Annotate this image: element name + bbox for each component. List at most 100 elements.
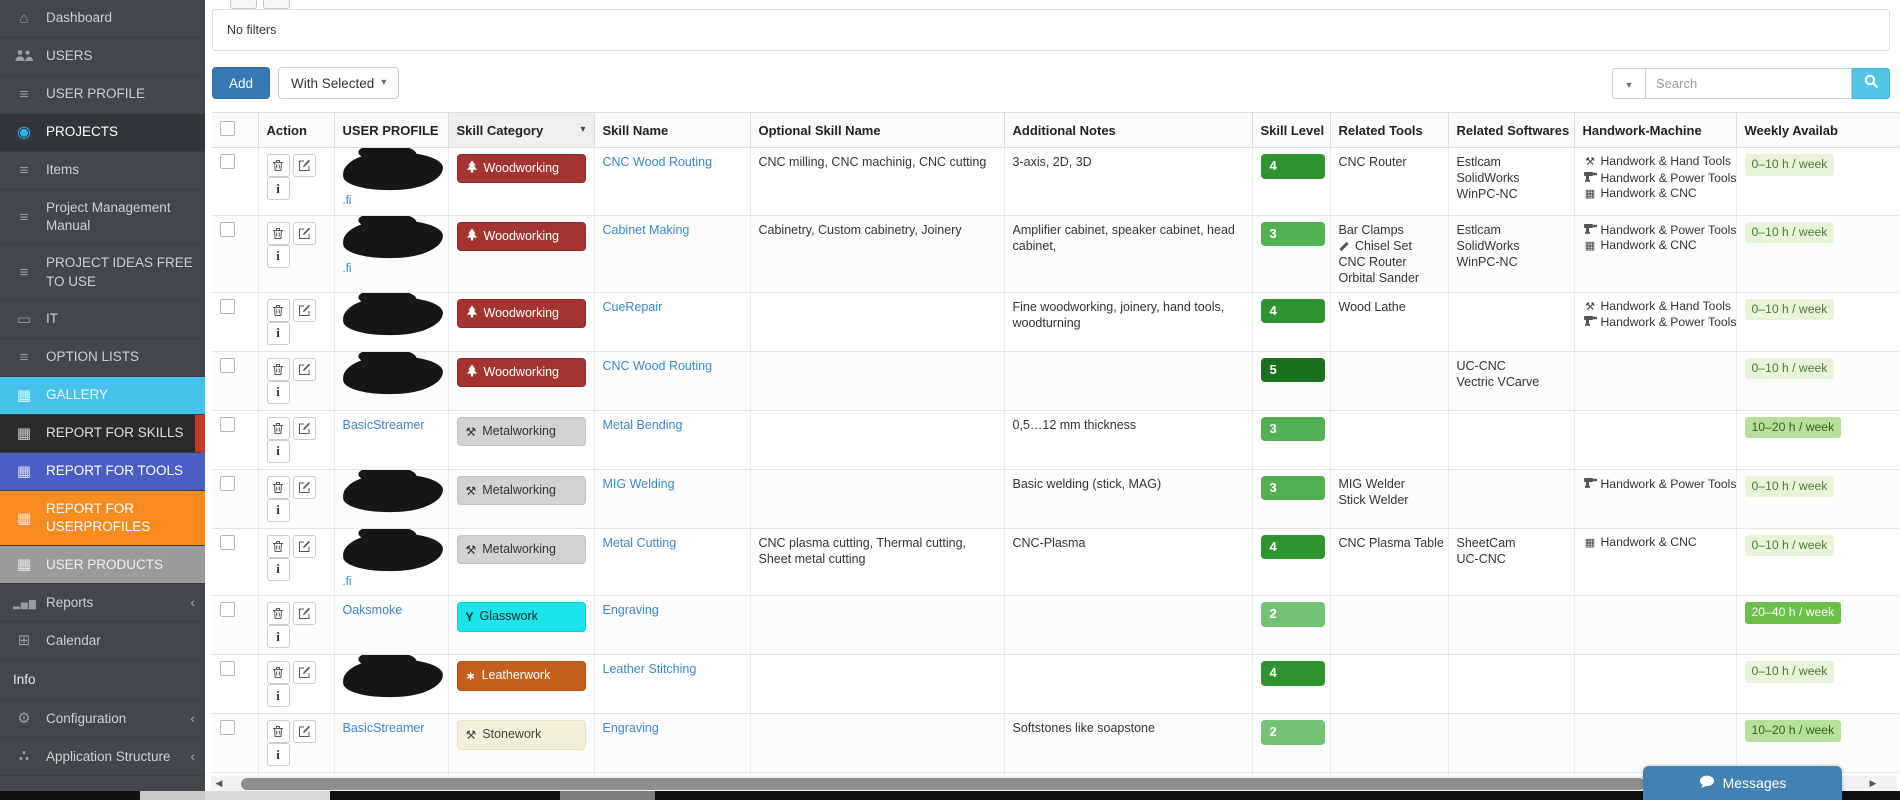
- sidebar-item-report-for-tools[interactable]: ▦ REPORT FOR TOOLS: [0, 452, 205, 491]
- info-button[interactable]: i: [266, 439, 290, 463]
- skill-name-link[interactable]: CNC Wood Routing: [602, 155, 713, 169]
- column-header-skill-category[interactable]: Skill Category ▾: [448, 112, 595, 148]
- sidebar-item-calendar[interactable]: ⊞ Calendar: [0, 622, 205, 661]
- edit-button[interactable]: [292, 720, 316, 744]
- edit-button[interactable]: [292, 534, 316, 558]
- sidebar-item-projects[interactable]: ◉ PROJECTS: [0, 114, 205, 152]
- row-checkbox[interactable]: [220, 602, 235, 618]
- info-button[interactable]: i: [266, 625, 290, 649]
- clipped-button[interactable]: [230, 0, 257, 9]
- skill-name-link[interactable]: CNC Wood Routing: [602, 358, 713, 373]
- row-checkbox[interactable]: [220, 720, 235, 736]
- edit-button[interactable]: [292, 661, 316, 685]
- sidebar-bottom-strip: [0, 791, 205, 800]
- sidebar-item-project-management-manual[interactable]: ≡ Project Management Manual: [0, 190, 205, 246]
- skill-name-link[interactable]: Engraving: [602, 721, 659, 736]
- sidebar-item-application-structure[interactable]: ∴ Application Structure ‹: [0, 738, 205, 777]
- add-button[interactable]: Add: [212, 67, 271, 99]
- table-icon: ▦: [16, 509, 32, 527]
- delete-button[interactable]: [266, 416, 290, 440]
- scroll-right-arrow-icon[interactable]: ▶: [1869, 778, 1877, 788]
- with-selected-button[interactable]: With Selected ▾: [278, 67, 400, 99]
- row-checkbox[interactable]: [220, 661, 235, 677]
- column-header[interactable]: Optional Skill Name: [750, 112, 1005, 148]
- delete-button[interactable]: [266, 154, 290, 177]
- edit-button[interactable]: [292, 475, 316, 499]
- info-button[interactable]: i: [266, 743, 290, 767]
- search-scope-dropdown[interactable]: ▾: [1612, 67, 1646, 99]
- edit-button[interactable]: [292, 416, 316, 440]
- sidebar-item-report-for-skills[interactable]: ▦ REPORT FOR SKILLS: [0, 414, 205, 453]
- edit-button[interactable]: [292, 357, 316, 381]
- skill-name-link[interactable]: MIG Welding: [602, 476, 675, 491]
- info-button[interactable]: i: [266, 321, 290, 345]
- search-button[interactable]: [1852, 67, 1890, 99]
- column-header[interactable]: USER PROFILE: [334, 112, 449, 148]
- skill-name-link[interactable]: Cabinet Making: [602, 222, 690, 237]
- column-header[interactable]: Skill Level: [1252, 112, 1331, 148]
- sidebar-item-user-products[interactable]: ▦ USER PRODUCTS: [0, 546, 205, 585]
- sidebar-item-dashboard[interactable]: ⌂ Dashboard: [0, 0, 205, 38]
- scrollbar-track[interactable]: [227, 776, 1897, 791]
- sidebar-item-configuration[interactable]: ⚙ Configuration ‹: [0, 700, 205, 739]
- edit-button[interactable]: [292, 602, 316, 626]
- delete-button[interactable]: [266, 602, 290, 626]
- search-input[interactable]: [1646, 67, 1852, 99]
- scrollbar-thumb[interactable]: [241, 777, 1645, 790]
- delete-button[interactable]: [266, 720, 290, 744]
- row-checkbox[interactable]: [220, 475, 235, 491]
- column-header[interactable]: Action: [258, 112, 335, 148]
- row-checkbox[interactable]: [220, 221, 235, 237]
- row-checkbox[interactable]: [220, 416, 235, 432]
- delete-button[interactable]: [266, 298, 290, 322]
- column-header[interactable]: Related Tools: [1330, 112, 1449, 148]
- column-header[interactable]: Related Softwares: [1448, 112, 1575, 148]
- info-button[interactable]: i: [266, 684, 290, 708]
- sidebar-item-items[interactable]: ≡ Items: [0, 152, 205, 190]
- sidebar-item-report-for-userprofiles[interactable]: ▦ REPORT FOR USERPROFILES: [0, 490, 205, 547]
- info-button[interactable]: i: [266, 177, 290, 200]
- column-header[interactable]: Weekly Availab: [1736, 112, 1900, 148]
- messages-button[interactable]: Messages: [1643, 766, 1842, 800]
- info-button[interactable]: i: [266, 498, 290, 522]
- scroll-left-arrow-icon[interactable]: ◀: [215, 778, 223, 788]
- edit-button[interactable]: [292, 221, 316, 245]
- skill-name-link[interactable]: Leather Stitching: [602, 662, 697, 677]
- delete-button[interactable]: [266, 661, 290, 685]
- sidebar-item-option-lists[interactable]: ≡ OPTION LISTS: [0, 339, 205, 377]
- delete-button[interactable]: [266, 534, 290, 558]
- edit-button[interactable]: [292, 298, 316, 322]
- sidebar-item-reports[interactable]: ▂▅▇ Reports ‹: [0, 584, 205, 623]
- skill-name-link[interactable]: CueRepair: [602, 299, 663, 314]
- skill-name-link[interactable]: Metal Cutting: [602, 535, 677, 550]
- skill-name-link[interactable]: Metal Bending: [602, 417, 683, 432]
- skill-level-cell: 2: [1252, 595, 1331, 656]
- delete-button[interactable]: [266, 475, 290, 499]
- delete-button[interactable]: [266, 221, 290, 245]
- horizontal-scrollbar[interactable]: ◀ ▶: [211, 776, 1897, 791]
- edit-button[interactable]: [292, 154, 316, 177]
- row-checkbox[interactable]: [220, 154, 235, 169]
- info-button[interactable]: i: [266, 557, 290, 581]
- select-all-checkbox[interactable]: [220, 121, 235, 136]
- sidebar-item-project-ideas-free-to-use[interactable]: ≡ PROJECT IDEAS FREE TO USE: [0, 245, 205, 301]
- user-profile-link[interactable]: BasicStreamer: [342, 721, 425, 736]
- user-profile-link[interactable]: Oaksmoke: [342, 603, 403, 618]
- sidebar-item-it[interactable]: ▭ IT: [0, 301, 205, 339]
- info-button[interactable]: i: [266, 380, 290, 404]
- row-checkbox[interactable]: [220, 298, 235, 314]
- user-profile-link[interactable]: BasicStreamer: [342, 417, 425, 432]
- row-checkbox[interactable]: [220, 357, 235, 373]
- column-header[interactable]: Skill Name: [594, 112, 751, 148]
- column-header[interactable]: Additional Notes: [1004, 112, 1253, 148]
- info-button[interactable]: i: [266, 244, 290, 268]
- row-checkbox[interactable]: [220, 534, 235, 550]
- sidebar-item-gallery[interactable]: ▦ GALLERY: [0, 376, 205, 415]
- clipped-button[interactable]: [263, 0, 290, 9]
- sidebar-item-user-profile[interactable]: ≡ USER PROFILE: [0, 76, 205, 114]
- sidebar-item-users[interactable]: USERS: [0, 38, 205, 76]
- skill-name-link[interactable]: Engraving: [602, 603, 659, 618]
- delete-button[interactable]: [266, 357, 290, 381]
- column-header[interactable]: Handwork-Machine: [1574, 112, 1737, 148]
- skill-level-cell: 4: [1252, 528, 1331, 597]
